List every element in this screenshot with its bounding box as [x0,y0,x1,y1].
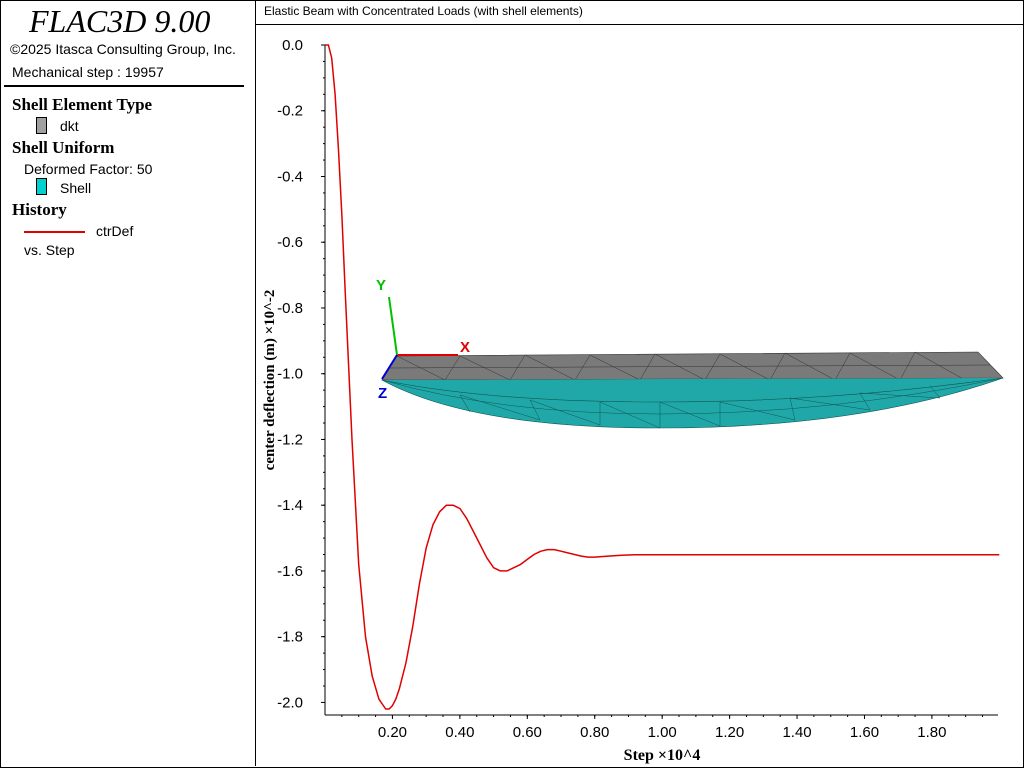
x-tick-label: 1.80 [917,724,946,741]
y-tick-label: -1.4 [277,497,303,514]
x-tick-label: 1.60 [850,724,879,741]
series-layer [325,44,1000,710]
plot-title-separator [256,24,1023,25]
x-tick-label: 0.40 [445,724,474,741]
shell-type-heading: Shell Element Type [12,95,153,114]
legend-panel: FLAC3D 9.00 ©2025 Itasca Consulting Grou… [0,0,256,766]
y-tick-label: -0.6 [277,234,303,251]
history-vs-label: vs. Step [24,242,75,258]
undeformed-shell-mesh [389,351,991,381]
history-line-swatch [24,231,85,233]
deformed-factor-text: Deformed Factor: 50 [24,161,153,177]
dkt-label: dkt [60,118,79,134]
y-axis-arrow [388,296,398,356]
y-tick-label: -1.8 [277,629,303,646]
dkt-swatch [36,117,47,134]
y-tick-label: -0.8 [277,300,303,317]
history-series-label: ctrDef [96,223,134,239]
deformed-shell-mesh [381,377,1004,429]
y-tick-label: -1.0 [277,366,303,383]
y-axis-label: Y [376,277,386,294]
y-tick-label: 0.0 [282,37,303,54]
mechanical-step-text: Mechanical step : 19957 [12,64,164,80]
shell-model-overlay: X Y Z [376,277,1004,429]
shell-label: Shell [60,180,92,196]
x-tick-label: 0.80 [580,724,609,741]
deformed-shell [382,378,1003,402]
y-tick-label: -0.4 [277,168,303,185]
series-line-ctrDef [325,44,1000,710]
plot-title: Elastic Beam with Concentrated Loads (wi… [264,4,583,18]
y-tick-label: -2.0 [277,694,303,711]
copyright-text: ©2025 Itasca Consulting Group, Inc. [10,41,236,57]
y-tick-label: -1.6 [277,563,303,580]
x-tick-label: 1.40 [782,724,811,741]
history-chart: X Y Z 0.0 -0.2 -0.4 -0.6 -0.8 -1.0 -1.2 -1.4 -1.… [262,37,1004,764]
y-axis-title: center deflection (m) ×10^-2 [262,290,278,471]
legend-separator [4,85,244,87]
history-heading: History [12,200,67,219]
z-axis-label: Z [378,385,387,402]
app-title: FLAC3D 9.00 [29,3,211,39]
y-tick-label: -1.2 [277,431,303,448]
x-tick-label: 0.60 [513,724,542,741]
y-ticks: 0.0 -0.2 -0.4 -0.6 -0.8 -1.0 -1.2 -1.4 -1.6 -1.8 -… [277,37,325,711]
y-tick-label: -0.2 [277,103,303,120]
x-tick-label: 1.20 [715,724,744,741]
x-axis-label: X [460,339,470,356]
z-axis-arrow [381,354,398,380]
undeformed-shell [381,351,1004,381]
shell-uniform-heading: Shell Uniform [12,138,115,157]
x-tick-label: 1.00 [648,724,677,741]
x-tick-label: 0.20 [378,724,407,741]
shell-swatch [36,178,47,195]
x-axis-title: Step ×10^4 [624,747,701,764]
x-ticks: 0.20 0.40 0.60 0.80 1.00 1.20 1.40 1.60 1.80 [341,715,983,741]
